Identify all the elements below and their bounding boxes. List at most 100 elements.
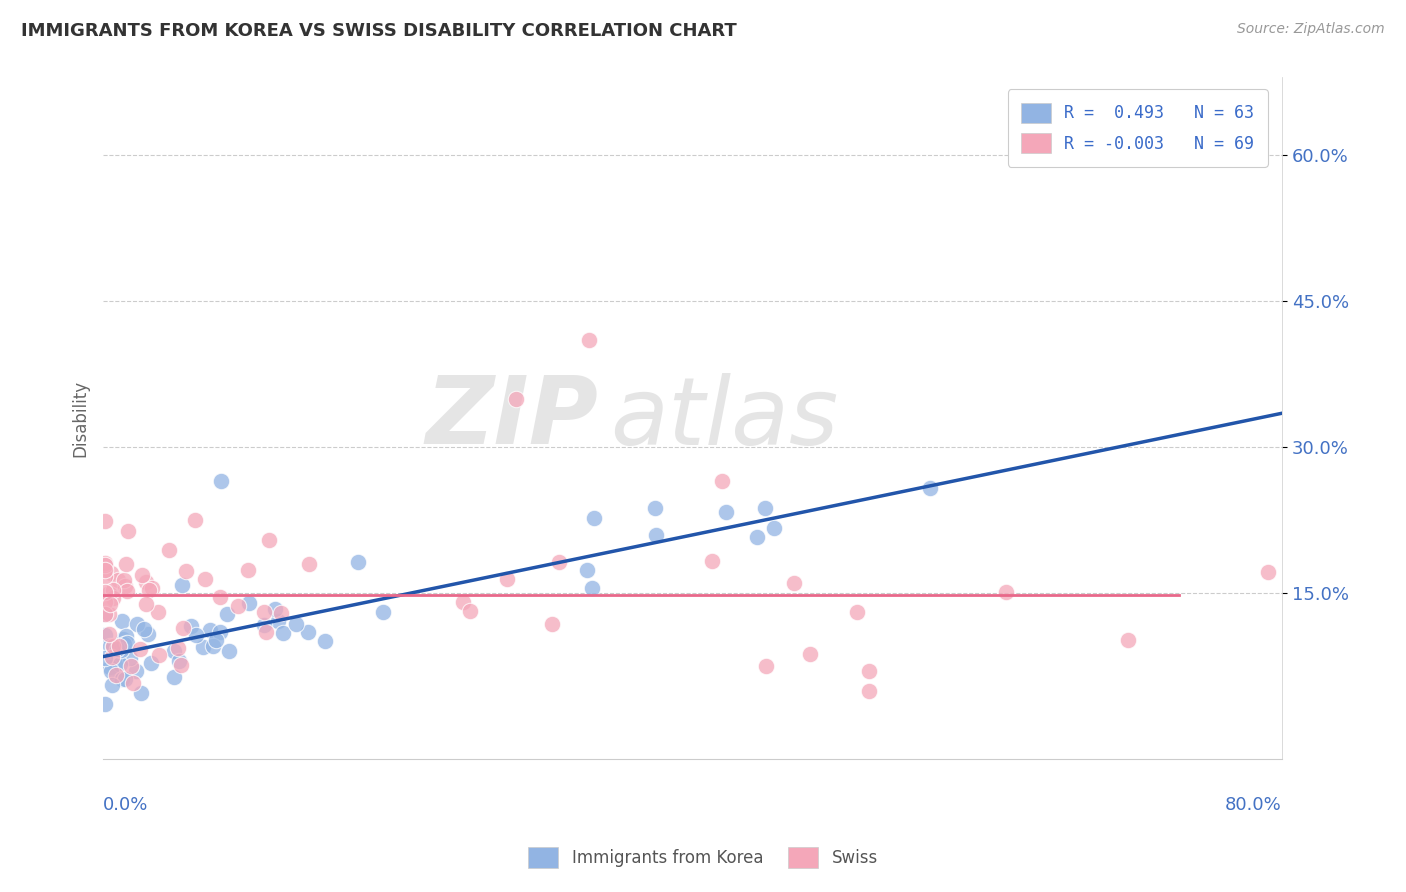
Point [131, 567, 153, 582]
Point [783, 575, 806, 590]
Point [120, 658, 142, 673]
Point [93, 585, 115, 599]
Point [120, 651, 142, 665]
Point [371, 605, 394, 619]
Point [108, 657, 131, 671]
Point [115, 635, 138, 649]
Point [238, 563, 260, 577]
Point [105, 668, 128, 682]
Point [98, 597, 121, 611]
Point [755, 659, 778, 673]
Point [799, 647, 821, 661]
Point [918, 481, 941, 495]
Point [117, 524, 139, 539]
Point [100, 664, 122, 678]
Point [129, 686, 152, 700]
Point [754, 500, 776, 515]
Point [858, 664, 880, 678]
Point [112, 636, 135, 650]
Point [93, 563, 115, 577]
Point [97, 607, 120, 621]
Point [111, 672, 134, 686]
Point [548, 555, 571, 569]
Point [253, 605, 276, 619]
Point [174, 565, 197, 579]
Legend: Immigrants from Korea, Swiss: Immigrants from Korea, Swiss [516, 836, 890, 880]
Point [314, 633, 336, 648]
Point [198, 623, 221, 637]
Point [110, 642, 132, 657]
Point [122, 676, 145, 690]
Point [93, 607, 115, 621]
Point [101, 640, 124, 654]
Point [107, 573, 129, 587]
Point [115, 629, 138, 643]
Point [180, 619, 202, 633]
Point [114, 673, 136, 687]
Point [209, 624, 232, 639]
Point [94, 651, 117, 665]
Point [297, 557, 319, 571]
Point [846, 605, 869, 619]
Legend: R =  0.493   N = 63, R = -0.003   N = 69: R = 0.493 N = 63, R = -0.003 N = 69 [1008, 89, 1268, 167]
Point [714, 505, 737, 519]
Point [583, 511, 606, 525]
Point [858, 683, 880, 698]
Point [995, 585, 1018, 599]
Point [166, 641, 188, 656]
Point [170, 578, 193, 592]
Point [226, 599, 249, 613]
Point [93, 515, 115, 529]
Point [201, 640, 224, 654]
Point [271, 626, 294, 640]
Point [93, 595, 115, 609]
Point [94, 697, 117, 711]
Point [257, 533, 280, 548]
Point [458, 604, 481, 618]
Point [115, 583, 138, 598]
Point [170, 657, 193, 672]
Point [98, 626, 121, 640]
Point [186, 628, 208, 642]
Point [209, 475, 232, 489]
Y-axis label: Disability: Disability [72, 380, 89, 457]
Point [93, 558, 115, 572]
Point [267, 614, 290, 628]
Point [191, 640, 214, 654]
Point [184, 513, 207, 527]
Point [98, 639, 121, 653]
Point [93, 628, 115, 642]
Point [112, 574, 135, 588]
Point [346, 555, 368, 569]
Point [496, 572, 519, 586]
Point [451, 594, 474, 608]
Point [135, 575, 157, 590]
Point [136, 627, 159, 641]
Point [172, 621, 194, 635]
Point [101, 591, 124, 606]
Point [163, 644, 186, 658]
Point [644, 500, 666, 515]
Point [252, 617, 274, 632]
Point [101, 678, 124, 692]
Point [129, 641, 152, 656]
Point [100, 566, 122, 580]
Point [540, 616, 562, 631]
Point [711, 475, 734, 489]
Point [167, 654, 190, 668]
Point [93, 556, 115, 570]
Point [141, 581, 163, 595]
Point [94, 569, 117, 583]
Point [163, 670, 186, 684]
Point [101, 640, 124, 655]
Point [111, 614, 134, 628]
Point [194, 572, 217, 586]
Point [762, 521, 785, 535]
Point [505, 392, 527, 406]
Point [157, 543, 180, 558]
Point [125, 664, 148, 678]
Text: Source: ZipAtlas.com: Source: ZipAtlas.com [1237, 22, 1385, 37]
Point [581, 581, 603, 595]
Point [114, 557, 136, 571]
Point [645, 528, 668, 542]
